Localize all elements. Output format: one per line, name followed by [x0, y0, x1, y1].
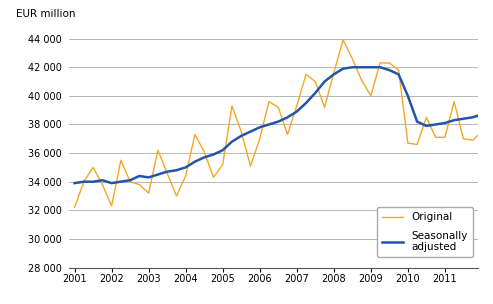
Line: Original: Original: [74, 40, 493, 207]
Original: [340, 38, 346, 42]
Original: [71, 206, 77, 209]
Seasonally
adjusted: [350, 65, 355, 69]
Seasonally
adjusted: [174, 168, 179, 172]
Original: [174, 194, 179, 198]
Seasonally
adjusted: [414, 120, 420, 123]
Line: Seasonally
adjusted: Seasonally adjusted: [74, 67, 493, 183]
Original: [414, 143, 420, 146]
Seasonally
adjusted: [211, 153, 216, 156]
Text: EUR million: EUR million: [16, 9, 75, 19]
Original: [220, 163, 226, 166]
Seasonally
adjusted: [220, 148, 226, 152]
Seasonally
adjusted: [71, 181, 77, 185]
Original: [387, 61, 392, 65]
Legend: Original, Seasonally
adjusted: Original, Seasonally adjusted: [377, 207, 473, 257]
Original: [211, 176, 216, 179]
Seasonally
adjusted: [387, 68, 392, 72]
